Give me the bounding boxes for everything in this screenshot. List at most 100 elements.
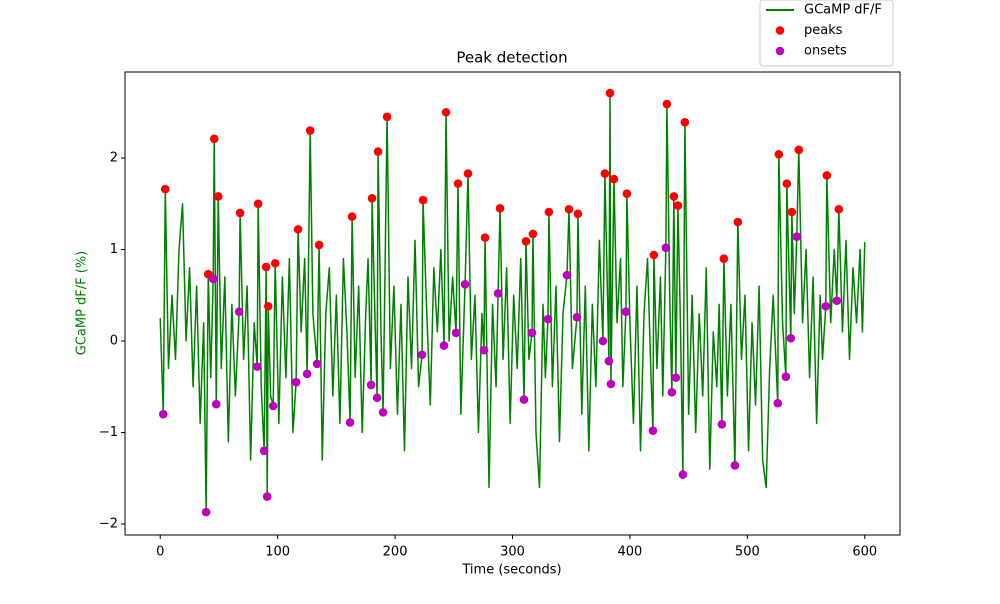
data-point — [235, 208, 245, 218]
data-point — [662, 99, 672, 109]
data-point — [209, 134, 219, 144]
data-point — [527, 328, 537, 338]
x-tick-label: 500 — [735, 545, 760, 560]
data-point — [345, 418, 355, 427]
data-point — [544, 207, 554, 217]
data-point — [213, 192, 223, 201]
data-point — [621, 307, 631, 317]
data-point — [669, 192, 679, 201]
data-point — [678, 470, 688, 479]
y-tick-label: −2 — [99, 517, 118, 532]
y-tick-label: −1 — [99, 425, 118, 440]
data-point — [378, 408, 388, 417]
data-point — [781, 372, 791, 382]
data-point — [418, 195, 428, 205]
data-point — [460, 279, 470, 289]
data-point — [719, 254, 729, 263]
x-tick-label: 0 — [156, 545, 164, 560]
data-point — [572, 312, 582, 322]
x-tick-label: 300 — [500, 545, 525, 560]
data-point — [717, 419, 727, 429]
y-tick-label: 1 — [110, 242, 118, 257]
data-point — [453, 179, 463, 188]
data-point — [262, 492, 272, 501]
data-point — [786, 333, 796, 343]
y-tick-label: 0 — [110, 334, 118, 349]
data-point — [160, 184, 170, 194]
data-point — [782, 179, 792, 188]
data-point — [367, 193, 377, 203]
data-point — [821, 301, 831, 311]
x-axis-label: Time (seconds) — [461, 563, 561, 578]
data-point — [293, 225, 303, 234]
data-point — [479, 345, 489, 355]
legend-box — [759, 0, 894, 67]
data-point — [774, 150, 784, 159]
data-point — [305, 126, 315, 135]
data-point — [773, 398, 783, 408]
data-point — [382, 112, 392, 122]
data-point — [270, 258, 280, 268]
x-tick-label: 400 — [618, 545, 643, 560]
x-tick-label: 600 — [852, 545, 877, 560]
data-point — [667, 387, 677, 397]
data-point — [417, 350, 427, 360]
data-point — [263, 301, 273, 311]
data-point — [622, 189, 632, 198]
plot-frame — [124, 71, 901, 536]
data-point — [609, 174, 619, 184]
legend-label: peaks — [804, 23, 843, 38]
x-tick-label: 100 — [265, 545, 290, 560]
data-point — [480, 233, 490, 242]
data-point — [792, 232, 802, 242]
data-point — [649, 250, 659, 260]
data-point — [834, 204, 844, 214]
data-point — [733, 217, 743, 227]
data-point — [564, 204, 574, 214]
data-point — [573, 209, 583, 219]
data-point — [680, 118, 690, 127]
data-point — [648, 426, 658, 435]
data-point — [158, 409, 168, 419]
data-point — [252, 362, 262, 371]
y-tick-label: 2 — [110, 151, 118, 166]
data-point — [314, 240, 324, 250]
data-point — [253, 199, 263, 209]
data-point — [373, 147, 383, 156]
data-point — [259, 446, 269, 456]
data-point — [787, 207, 797, 217]
data-point — [832, 296, 842, 306]
data-point — [605, 88, 615, 98]
data-point — [600, 169, 610, 178]
data-point — [493, 289, 503, 298]
data-point — [291, 377, 301, 387]
data-point — [822, 171, 832, 180]
data-point — [268, 401, 278, 411]
data-point — [794, 145, 804, 155]
data-point — [201, 507, 211, 517]
x-tick-label: 200 — [383, 545, 408, 560]
data-point — [604, 356, 614, 366]
data-point — [261, 262, 271, 272]
legend-swatch — [775, 46, 785, 56]
y-axis-label: GCaMP dF/F (%) — [75, 251, 90, 356]
data-point — [661, 243, 671, 252]
data-point — [208, 274, 218, 284]
data-point — [598, 336, 608, 346]
data-point — [519, 395, 529, 404]
data-point — [234, 307, 244, 317]
data-line — [159, 92, 866, 513]
data-point — [495, 204, 505, 213]
data-point — [211, 399, 221, 409]
legend-label: onsets — [804, 44, 847, 59]
data-point — [521, 236, 531, 246]
data-point — [372, 393, 382, 403]
data-point — [606, 379, 616, 389]
data-point — [451, 328, 461, 338]
data-point — [463, 169, 473, 178]
data-point — [562, 270, 572, 280]
data-point — [730, 461, 740, 470]
legend-swatch — [775, 26, 785, 35]
